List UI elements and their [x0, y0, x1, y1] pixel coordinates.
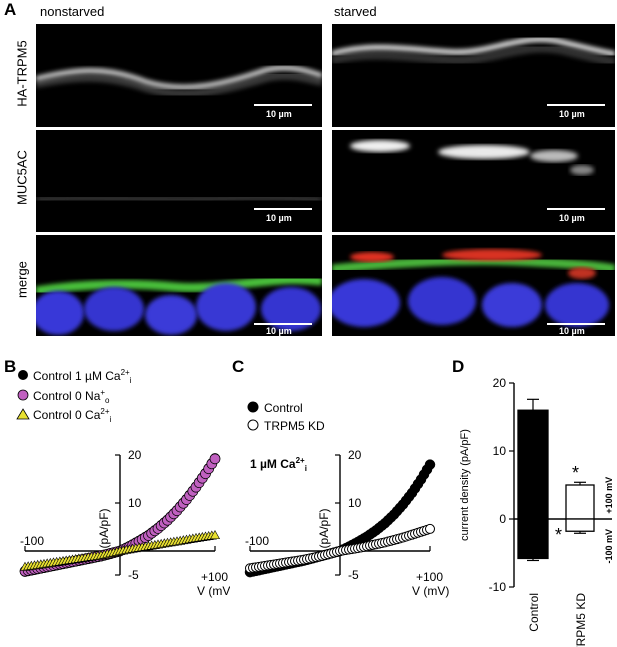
- data-point: [425, 523, 435, 534]
- legend-marker-yellow-triangle: [16, 408, 30, 420]
- column-title-starved: starved: [334, 4, 377, 19]
- y-tick-label: 20: [493, 376, 507, 390]
- bar-positive: [565, 484, 595, 520]
- row-label-muc5ac: MUC5AC: [14, 150, 30, 205]
- legend-marker-open-circle: [247, 419, 259, 431]
- x-tick-label-max: +100: [201, 570, 228, 584]
- scale-bar: [254, 104, 312, 106]
- scale-bar: [547, 104, 605, 106]
- y-tick-label: 10: [128, 496, 142, 510]
- merge-signal-nonstarved: [36, 275, 322, 335]
- data-point: [209, 530, 221, 540]
- y-tick-label: 20: [128, 448, 142, 462]
- row-label-ha-trpm5: HA-TRPM5: [14, 40, 30, 107]
- category-label: TRPM5 KD: [574, 593, 588, 647]
- y-axis-label: I (pA/pF): [317, 508, 331, 555]
- panel-c-legend: Control TRPM5 KD: [247, 401, 325, 433]
- side-label-plus100: +100 mV: [604, 477, 614, 514]
- legend-sup: 2+: [100, 407, 109, 416]
- ha-trpm5-signal-starved: [332, 36, 615, 67]
- x-axis-label: V (mV): [412, 584, 449, 598]
- row-label-merge: merge: [14, 261, 30, 298]
- x-tick-label-max: +100: [416, 570, 443, 584]
- panel-d-letter: D: [452, 357, 465, 376]
- panel-a-letter: A: [4, 0, 17, 19]
- bar-chart-d: 20 10 0 -10 current density (pA/pF) Control TR…: [459, 376, 614, 647]
- legend-label-control: Control: [264, 401, 303, 415]
- micrograph-ha-trpm5-nonstarved: 10 µm: [36, 24, 322, 127]
- legend-sup: 2+: [121, 368, 130, 377]
- legend-marker-black-circle: [18, 370, 28, 380]
- y-axis-label: I (pA/pF): [97, 508, 111, 555]
- micrograph-muc5ac-starved: 10 µm: [332, 130, 615, 232]
- panel-c-letter: C: [232, 357, 245, 376]
- scale-bar: [254, 208, 312, 210]
- y-tick-label: -5: [348, 568, 359, 582]
- micrograph-ha-trpm5-starved: 10 µm: [332, 24, 615, 127]
- calcium-annotation: 1 µM Ca2+i: [250, 456, 307, 473]
- muc5ac-signal-nonstarved: [36, 193, 322, 204]
- significance-star: *: [555, 525, 562, 545]
- y-tick-label: -10: [489, 580, 507, 594]
- significance-star: *: [572, 463, 579, 483]
- y-axis-label: current density (pA/pF): [459, 429, 471, 541]
- x-tick-label-min: -100: [20, 534, 44, 548]
- legend-sub: i: [130, 376, 132, 385]
- scale-bar: [547, 208, 605, 210]
- y-tick-label: 10: [493, 444, 507, 458]
- legend-sub: i: [110, 415, 112, 424]
- category-label: Control: [527, 593, 541, 632]
- svg-text:Control 1 µM Ca2+i: Control 1 µM Ca2+i: [33, 368, 132, 385]
- y-tick-label: 0: [499, 512, 506, 526]
- x-tick-label-min: -100: [245, 534, 269, 548]
- bar-negative: [517, 518, 549, 560]
- legend-sub: o: [105, 396, 110, 405]
- y-tick-label: 20: [348, 448, 362, 462]
- legend-marker-black-circle: [247, 401, 259, 413]
- scale-bar-label: 10 µm: [559, 109, 585, 119]
- scale-bar: [254, 323, 312, 325]
- muc5ac-signal-starved: [350, 140, 594, 175]
- micrograph-muc5ac-nonstarved: 10 µm: [36, 130, 322, 232]
- column-title-nonstarved: nonstarved: [40, 4, 105, 19]
- micrograph-merge-starved: 10 µm: [332, 235, 615, 336]
- svg-text:Control 0 Ca2+i: Control 0 Ca2+i: [33, 407, 112, 424]
- micrograph-merge-nonstarved: 10 µm: [36, 235, 322, 336]
- legend-sup: +: [100, 388, 105, 397]
- side-label-minus100: -100 mV: [604, 529, 614, 564]
- scale-bar-label: 10 µm: [559, 326, 585, 336]
- legend-marker-magenta-circle: [17, 389, 29, 401]
- legend-label-control-1um: Control 1 µM Ca: [33, 369, 121, 383]
- scale-bar: [547, 323, 605, 325]
- legend-label-control-0na: Control 0 Na: [33, 389, 101, 403]
- panel-b-legend: Control 1 µM Ca2+i Control 0 Na+o Contro…: [16, 368, 132, 424]
- legend-label-control-0ca: Control 0 Ca: [33, 408, 101, 422]
- bar-negative: [565, 518, 595, 532]
- scale-bar-label: 10 µm: [266, 213, 292, 223]
- scale-bar-label: 10 µm: [266, 109, 292, 119]
- scale-bar-label: 10 µm: [559, 213, 585, 223]
- merge-signal-starved: [332, 249, 615, 327]
- svg-text:Control 0 Na+o: Control 0 Na+o: [33, 388, 110, 405]
- data-point: [424, 459, 436, 470]
- data-point: [209, 453, 221, 465]
- scale-bar-label: 10 µm: [266, 326, 292, 336]
- y-tick-label: 10: [348, 496, 362, 510]
- legend-label-trpm5-kd: TRPM5 KD: [264, 419, 325, 433]
- y-tick-label: -5: [128, 568, 139, 582]
- x-axis-label: V (mV): [197, 584, 230, 598]
- bar-positive: [517, 409, 549, 520]
- panel-b-letter: B: [4, 357, 17, 376]
- ha-trpm5-signal-nonstarved: [36, 64, 322, 98]
